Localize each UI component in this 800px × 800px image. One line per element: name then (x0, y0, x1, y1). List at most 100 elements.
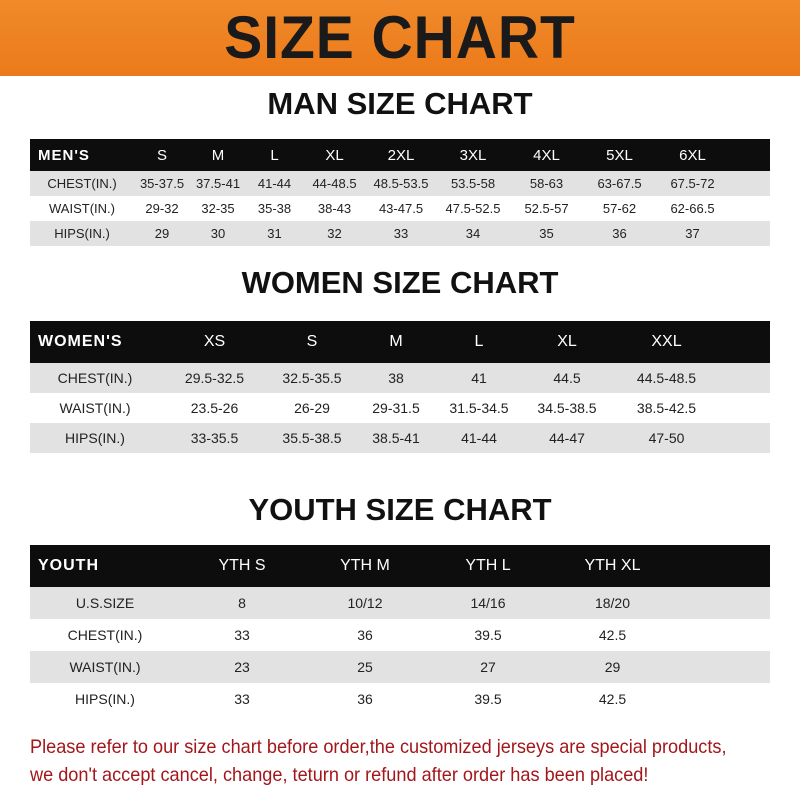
table-cell: 39.5 (474, 691, 502, 707)
table-cell: 58-63 (529, 176, 564, 191)
table-cell: 44-47 (549, 430, 585, 446)
table-cell: 33-35.5 (190, 430, 239, 446)
row-label: U.S.SIZE (75, 595, 135, 611)
table-cell: 29 (154, 226, 170, 241)
table-cell: 44-48.5 (312, 176, 357, 191)
table-cell: 35-38 (257, 201, 292, 216)
table-cell: 5XL (606, 146, 633, 164)
order-notice: Please refer to our size chart before or… (30, 733, 746, 789)
table-cell: 36 (357, 691, 373, 707)
table-cell: 36 (357, 627, 373, 643)
women-section-title: WOMEN SIZE CHART (241, 265, 559, 300)
row-label: CHEST(IN.) (47, 176, 117, 191)
notice-line: Please refer to our size chart before or… (30, 736, 727, 758)
table-cell: 52.5-57 (524, 201, 569, 216)
table-cell: 31.5-34.5 (449, 400, 509, 416)
table-row: U.S.SIZE 8 10/12 14/16 18/20 (30, 587, 770, 619)
table-cell: 43-47.5 (378, 201, 424, 216)
table-cell: 31 (267, 226, 282, 241)
table-cell: YTH M (340, 557, 390, 574)
row-label: WAIST(IN.) (59, 400, 131, 416)
table-cell: 48.5-53.5 (373, 176, 429, 191)
title-banner: SIZE CHART (0, 0, 800, 76)
row-label: CHEST(IN.) (67, 627, 143, 643)
row-label: HIPS(IN.) (54, 226, 110, 241)
table-cell: 32.5-35.5 (282, 370, 342, 386)
table-cell: 33 (393, 226, 409, 241)
table-cell: 33 (234, 691, 250, 707)
table-cell: 41-44 (257, 176, 292, 191)
table-cell: 26-29 (294, 400, 330, 416)
table-cell: S (156, 146, 167, 164)
table-cell: 42.5 (598, 627, 627, 643)
table-cell: YTH S (218, 557, 266, 574)
row-label: WOMEN'S (38, 333, 123, 350)
table-cell: 14/16 (470, 595, 506, 611)
table-cell: S (306, 333, 318, 350)
row-label: MEN'S (38, 146, 90, 164)
table-cell: 29-31.5 (372, 400, 420, 416)
table-cell: 62-66.5 (670, 201, 715, 216)
table-cell: 30 (210, 226, 226, 241)
table-cell: 44.5 (553, 370, 581, 386)
youth-section-title: YOUTH SIZE CHART (248, 492, 552, 527)
table-cell: YTH XL (584, 557, 641, 574)
table-header-row: YOUTH YTH S YTH M YTH L YTH XL (30, 545, 770, 587)
table-cell: XXL (651, 333, 682, 350)
table-cell: 29 (604, 659, 621, 675)
table-cell: 53.5-58 (450, 176, 496, 191)
table-cell: 6XL (679, 146, 706, 164)
table-cell: 42.5 (598, 691, 627, 707)
table-row: WAIST(IN.) 23.5-26 26-29 29-31.5 31.5-34.5 34… (30, 393, 770, 423)
table-cell: YTH L (465, 557, 511, 574)
table-cell: M (389, 333, 403, 350)
table-row: CHEST(IN.) 29.5-32.5 32.5-35.5 38 41 44.5 44.5… (30, 363, 770, 393)
table-row: CHEST(IN.) 35-37.5 37.5-41 41-44 44-48.5 48.5… (30, 171, 770, 196)
table-cell: 3XL (459, 146, 487, 164)
women-size-table: WOMEN'S XS S M L XL XXL CHEST(IN.) 29.5-32.5 32.5… (30, 321, 770, 453)
youth-size-table: YOUTH YTH S YTH M YTH L YTH XL U.S.SIZE 8 10/12… (30, 545, 770, 715)
row-label: WAIST(IN.) (49, 201, 115, 216)
table-cell: 29.5-32.5 (184, 370, 245, 386)
table-row: CHEST(IN.) 33 36 39.5 42.5 (30, 619, 770, 651)
table-cell: 27 (480, 659, 496, 675)
table-cell: 67.5-72 (670, 176, 715, 191)
table-row: HIPS(IN.) 29 30 31 32 33 34 35 36 37 (30, 221, 770, 246)
table-cell: 8 (238, 595, 246, 611)
table-cell: 41 (471, 370, 487, 386)
table-header-row: MEN'S S M L XL 2XL 3XL 4XL 5XL 6XL (30, 139, 770, 171)
row-label: HIPS(IN.) (75, 691, 135, 707)
table-cell: 32-35 (201, 201, 235, 216)
notice-line: we don't accept cancel, change, teturn o… (30, 764, 649, 786)
table-cell: 36 (612, 226, 627, 241)
table-cell: 37.5-41 (195, 176, 241, 191)
table-cell: XS (203, 333, 226, 350)
table-cell: 29-32 (145, 201, 179, 216)
table-cell: 38.5-41 (372, 430, 420, 446)
table-cell: 35 (539, 226, 554, 241)
men-section-title: MAN SIZE CHART (267, 86, 533, 121)
table-cell: 4XL (533, 146, 560, 164)
table-cell: 41-44 (461, 430, 497, 446)
table-cell: M (211, 146, 225, 164)
table-cell: 47-50 (648, 430, 685, 446)
table-cell: 57-62 (602, 201, 637, 216)
men-size-table: MEN'S S M L XL 2XL 3XL 4XL 5XL 6XL CHEST(IN.) 35-37… (30, 139, 770, 246)
table-header-row: WOMEN'S XS S M L XL XXL (30, 321, 770, 363)
row-label: YOUTH (38, 557, 99, 574)
table-cell: 18/20 (594, 595, 631, 611)
table-cell: 23.5-26 (190, 400, 239, 416)
page-title: SIZE CHART (224, 4, 576, 71)
table-cell: 34.5-38.5 (537, 400, 597, 416)
table-cell: 47.5-52.5 (445, 201, 501, 216)
table-cell: 2XL (387, 146, 415, 164)
row-label: HIPS(IN.) (65, 430, 125, 446)
table-row: HIPS(IN.) 33-35.5 35.5-38.5 38.5-41 41-44 44-… (30, 423, 770, 453)
row-label: WAIST(IN.) (69, 659, 141, 675)
table-cell: 35-37.5 (139, 176, 185, 191)
table-cell: 35.5-38.5 (282, 430, 342, 446)
table-cell: 33 (234, 627, 250, 643)
table-cell: XL (557, 333, 577, 350)
table-cell: L (474, 333, 484, 350)
table-cell: 44.5-48.5 (636, 370, 697, 386)
